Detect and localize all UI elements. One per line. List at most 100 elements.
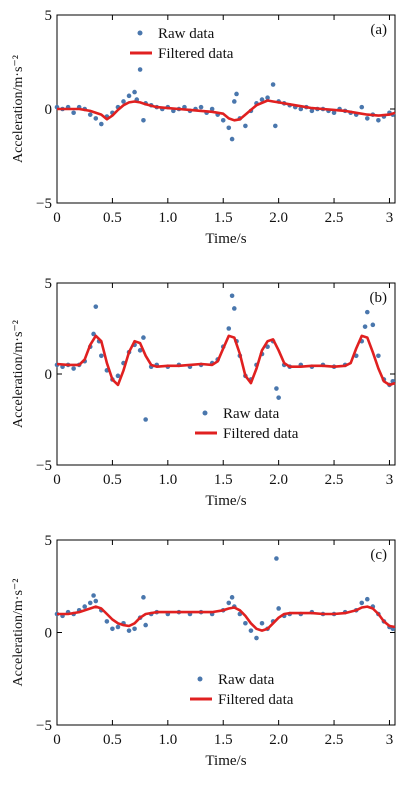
chart-panel-1: 0 0.5 1.0 1.5 2.0 2.5 3−505Time/sAcceleration/… [11, 8, 396, 247]
data-point-raw [274, 386, 279, 391]
data-point-raw [93, 598, 99, 604]
data-point-raw [229, 136, 235, 142]
x-tick-label: 2.0 [269, 210, 288, 226]
data-point-raw [91, 593, 96, 598]
data-point-raw [143, 622, 148, 628]
data-point-raw [132, 626, 137, 632]
data-point-raw [234, 91, 239, 97]
x-tick-label: 0.5 [103, 210, 122, 226]
y-tick-label: 0 [45, 367, 53, 383]
data-point-raw [115, 624, 121, 630]
data-point-raw [87, 112, 93, 117]
x-tick-label: 0 [53, 472, 61, 488]
data-point-raw [243, 620, 248, 626]
data-point-raw [248, 628, 254, 633]
x-tick-label: 0.5 [103, 732, 122, 748]
data-point-raw [276, 395, 281, 400]
data-point-raw [110, 626, 115, 632]
series-line-filtered [57, 99, 396, 122]
data-point-raw [359, 600, 365, 606]
data-point-raw [309, 108, 315, 114]
data-point-raw [276, 606, 281, 611]
legend-marker-raw [137, 30, 143, 36]
data-point-raw [126, 93, 132, 99]
chart-panel-2: 0 0.5 1.0 1.5 2.0 2.5 3−505Time/sAcceleration/… [11, 276, 396, 509]
data-point-raw [82, 604, 88, 609]
legend: Raw data Filtered data [195, 406, 299, 442]
data-point-raw [115, 373, 121, 379]
data-point-raw [99, 121, 104, 127]
legend-label-filtered: Filtered data [218, 692, 294, 708]
data-point-raw [99, 353, 104, 359]
chart-panel-3: 0 0.5 1.0 1.5 2.0 2.5 3−505Time/sAcceleration/… [11, 533, 396, 769]
x-tick-label: 1.5 [214, 472, 233, 488]
x-tick-label: 1.5 [214, 210, 233, 226]
data-point-raw [132, 89, 137, 95]
data-point-raw [126, 628, 132, 633]
data-point-raw [226, 326, 232, 331]
data-point-raw [220, 117, 226, 123]
data-point-raw [298, 106, 304, 112]
data-point-raw [143, 417, 148, 422]
data-point-raw [137, 348, 143, 353]
data-point-raw [362, 324, 368, 329]
y-axis-title: Acceleration/m·s⁻² [11, 320, 26, 428]
data-point-raw [121, 99, 126, 104]
data-point-raw [270, 82, 276, 87]
legend-label-filtered: Filtered data [158, 46, 234, 62]
data-point-raw [259, 97, 265, 102]
data-point-raw [137, 67, 143, 72]
x-tick-label: 0 [53, 210, 61, 226]
x-axis-title: Time/s [205, 493, 246, 509]
x-tick-label: 0.5 [103, 472, 122, 488]
data-point-raw [71, 110, 76, 116]
x-tick-label: 3 [386, 472, 394, 488]
data-point-raw [104, 619, 110, 624]
legend: Raw data Filtered data [190, 672, 294, 708]
series-line-filtered [57, 605, 396, 632]
x-axis-title: Time/s [205, 231, 246, 247]
y-tick-label: −5 [36, 718, 52, 734]
y-tick-label: −5 [36, 196, 52, 212]
y-tick-label: −5 [36, 458, 52, 474]
data-point-raw [93, 304, 99, 309]
y-tick-label: 5 [45, 276, 53, 292]
legend-label-raw: Raw data [223, 406, 280, 422]
panel-label: (c) [370, 547, 387, 563]
x-tick-label: 1.0 [158, 732, 177, 748]
x-tick-label: 2.0 [269, 472, 288, 488]
x-axis-title: Time/s [205, 753, 246, 769]
x-tick-label: 2.5 [325, 210, 344, 226]
data-point-raw [364, 309, 370, 315]
data-point-raw [259, 620, 265, 626]
x-tick-label: 1.5 [214, 732, 233, 748]
data-point-raw [364, 596, 370, 602]
data-point-raw [232, 99, 237, 104]
legend-label-filtered: Filtered data [223, 426, 299, 442]
legend-marker-raw [202, 410, 208, 416]
legend: Raw data Filtered data [130, 26, 234, 62]
x-tick-label: 0 [53, 732, 61, 748]
series-line-filtered [56, 334, 396, 387]
data-point-raw [141, 117, 146, 123]
y-axis-title: Acceleration/m·s⁻² [11, 579, 26, 687]
y-tick-label: 5 [45, 8, 53, 24]
data-point-raw [141, 595, 146, 600]
x-tick-label: 2.0 [269, 732, 288, 748]
y-tick-label: 0 [45, 626, 53, 642]
x-tick-label: 1.0 [158, 472, 177, 488]
data-point-raw [229, 595, 235, 600]
data-point-raw [273, 123, 278, 129]
data-point-raw [93, 116, 99, 121]
data-point-raw [198, 104, 204, 110]
panel-label: (a) [370, 22, 387, 38]
x-tick-label: 2.5 [325, 472, 344, 488]
y-tick-label: 5 [45, 533, 53, 549]
x-tick-label: 2.5 [325, 732, 344, 748]
data-point-raw [265, 95, 270, 101]
data-point-raw [376, 353, 381, 359]
legend-label-raw: Raw data [158, 26, 215, 42]
data-point-raw [331, 110, 337, 116]
